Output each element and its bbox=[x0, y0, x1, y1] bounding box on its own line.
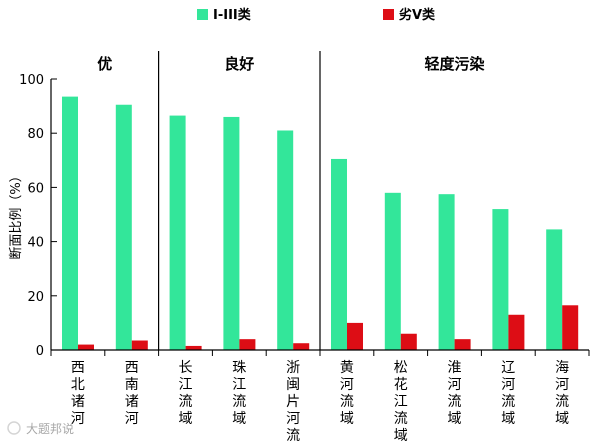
watermark-text: 大题邦说 bbox=[26, 421, 74, 436]
bar-劣V类 bbox=[454, 339, 471, 350]
watermark: 大题邦说 bbox=[7, 421, 74, 436]
group-label: 轻度污染 bbox=[424, 55, 485, 73]
bar-劣V类 bbox=[562, 305, 579, 350]
legend-swatch-劣V类 bbox=[383, 9, 394, 20]
y-axis-label: 断面比例（%） bbox=[9, 169, 24, 259]
legend-label: I-III类 bbox=[213, 7, 252, 23]
x-tick-label: 淮河流域 bbox=[448, 360, 462, 427]
bar-I-III类 bbox=[115, 104, 132, 351]
x-tick-label: 辽河流域 bbox=[501, 360, 515, 427]
bar-劣V类 bbox=[347, 322, 363, 350]
y-tick-label: 100 bbox=[19, 73, 44, 88]
x-tick-label: 浙闽片河流 bbox=[286, 360, 300, 441]
x-tick-label: 黄河流域 bbox=[340, 359, 354, 427]
bar-I-III类 bbox=[438, 194, 455, 350]
bar-I-III类 bbox=[546, 229, 563, 350]
legend: I-III类 劣V类 bbox=[197, 7, 436, 23]
y-tick-label: 20 bbox=[27, 290, 44, 305]
group-labels: 优 良好 轻度污染 bbox=[97, 51, 485, 350]
x-tick-label: 西南诸河 bbox=[125, 360, 139, 427]
bar-劣V类 bbox=[508, 314, 525, 350]
group-label: 优 bbox=[97, 55, 112, 73]
y-axis: 0 20 40 60 80 100 断面比例（%） bbox=[9, 73, 57, 359]
plot-area bbox=[62, 96, 579, 351]
y-tick-label: 0 bbox=[36, 344, 44, 359]
bar-劣V类 bbox=[78, 344, 94, 350]
bar-劣V类 bbox=[400, 333, 417, 350]
y-tick-label: 40 bbox=[27, 236, 44, 251]
x-tick-label: 海河流域 bbox=[555, 360, 569, 427]
watermark-icon bbox=[7, 421, 21, 435]
bar-I-III类 bbox=[277, 130, 294, 350]
bar-I-III类 bbox=[331, 158, 347, 350]
bar-I-III类 bbox=[492, 209, 509, 350]
x-tick-label: 松花江流域 bbox=[394, 360, 408, 441]
bar-I-III类 bbox=[223, 116, 240, 350]
x-tick-label: 长江流域 bbox=[179, 360, 193, 427]
bar-劣V类 bbox=[239, 339, 256, 350]
bar-劣V类 bbox=[131, 340, 148, 350]
bar-I-III类 bbox=[384, 192, 401, 350]
group-label: 良好 bbox=[224, 55, 254, 73]
bar-劣V类 bbox=[185, 345, 202, 350]
bar-劣V类 bbox=[293, 343, 310, 350]
bar-I-III类 bbox=[62, 96, 78, 351]
x-tick-label: 西北诸河 bbox=[71, 360, 85, 427]
bar-I-III类 bbox=[169, 115, 186, 351]
x-axis: 西北诸河 西南诸河 长江流域 珠江流域 浙闽片河流 黄河流域 松花江流域 淮河流域 辽河流域 海河… bbox=[50, 349, 590, 441]
x-tick-label: 珠江流域 bbox=[232, 360, 246, 427]
y-tick-label: 80 bbox=[27, 127, 44, 142]
y-tick-label: 60 bbox=[27, 181, 44, 196]
legend-swatch-I-III类 bbox=[197, 9, 208, 20]
legend-label: 劣V类 bbox=[399, 7, 436, 23]
